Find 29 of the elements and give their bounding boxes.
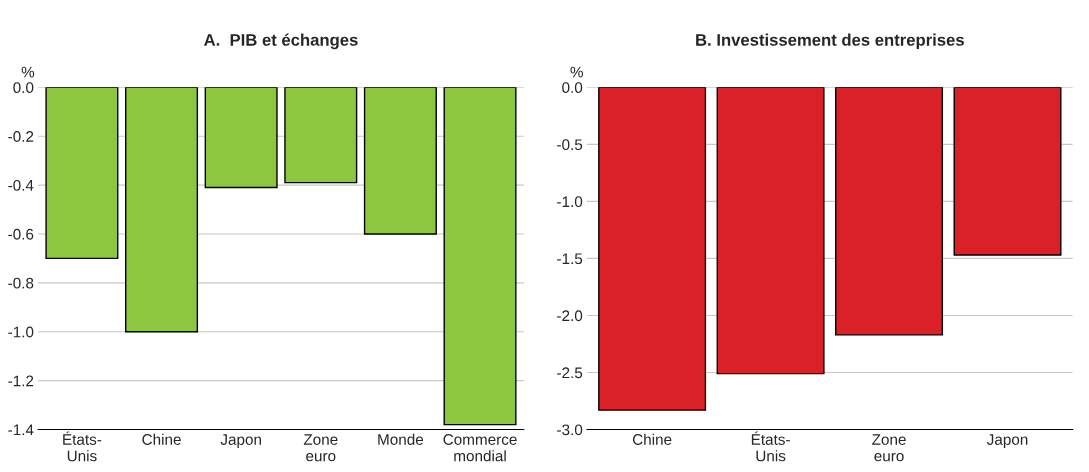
x-tick-label: Chine bbox=[142, 433, 181, 445]
y-tick-label: 0.0 bbox=[13, 82, 34, 94]
x-tick-label: Zone euro bbox=[303, 434, 338, 462]
x-tick-label: Japon bbox=[986, 434, 1028, 448]
y-axis-title: % bbox=[21, 66, 35, 78]
y-axis-title: % bbox=[570, 66, 583, 78]
x-tick-label: Japon bbox=[220, 434, 261, 448]
x-tick-label: États- Unis bbox=[63, 431, 102, 462]
y-tick-label: -1.4 bbox=[8, 424, 34, 436]
y-tick-label: -1.0 bbox=[557, 196, 583, 208]
y-tick-label: -0.6 bbox=[8, 228, 34, 240]
chart-title: A. PIB et échanges bbox=[204, 33, 358, 50]
y-tick-label: -1.2 bbox=[8, 375, 34, 387]
y-tick-label: -2.5 bbox=[557, 367, 583, 379]
x-tick-label: Chine bbox=[632, 433, 672, 445]
y-tick-label: 0.0 bbox=[562, 82, 583, 94]
chart-title: B. Investissement des entreprises bbox=[696, 33, 964, 50]
x-tick-label: Commerce mondial bbox=[443, 434, 517, 462]
y-tick-label: -1.5 bbox=[557, 253, 583, 265]
y-tick-label: -0.2 bbox=[8, 131, 34, 142]
y-tick-label: -1.0 bbox=[8, 326, 34, 338]
y-tick-label: -0.5 bbox=[557, 139, 583, 151]
y-tick-label: -0.4 bbox=[8, 179, 34, 191]
x-tick-label: Monde bbox=[378, 433, 424, 445]
y-tick-label: -2.0 bbox=[557, 310, 583, 322]
x-tick-label: États- Unis bbox=[751, 431, 790, 462]
x-tick-label: Zone euro bbox=[872, 434, 906, 462]
y-tick-label: -3.0 bbox=[557, 424, 583, 436]
y-tick-label: -0.8 bbox=[8, 277, 34, 289]
